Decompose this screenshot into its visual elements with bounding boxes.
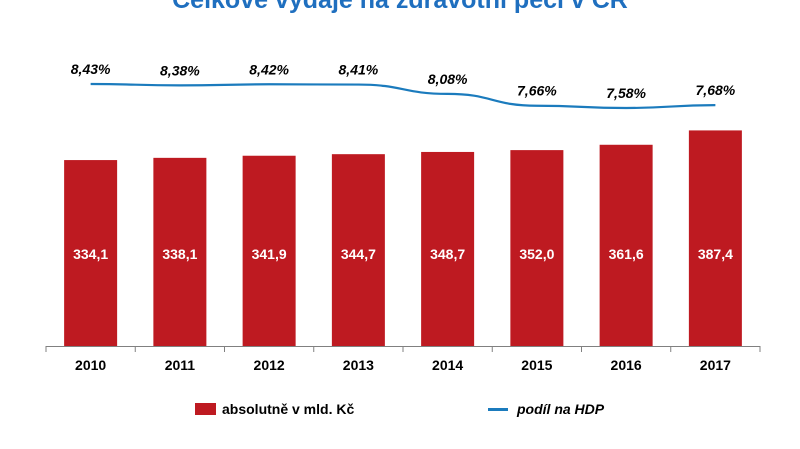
legend-item-bars: absolutně v mld. Kč	[195, 398, 354, 420]
bar-value-label-2010: 334,1	[73, 246, 108, 262]
bar-value-label-2014: 348,7	[430, 246, 465, 262]
bar-2017	[688, 130, 742, 346]
bar-2015	[510, 150, 564, 346]
bar-value-label-2012: 341,9	[252, 246, 287, 262]
x-tick-label-2014: 2014	[432, 357, 463, 373]
line-value-label-2014: 8,08%	[428, 71, 468, 87]
bar-value-label-2016: 361,6	[609, 246, 644, 262]
bar-2013	[331, 154, 385, 346]
line-value-label-2010: 8,43%	[71, 61, 111, 77]
x-tick-label-2017: 2017	[700, 357, 731, 373]
x-tick-label-2016: 2016	[611, 357, 642, 373]
line-value-label-2016: 7,58%	[606, 85, 646, 101]
bar-2010	[64, 160, 118, 346]
line-value-label-2015: 7,66%	[517, 83, 557, 99]
legend-swatch-line	[488, 407, 508, 411]
line-value-label-2017: 7,68%	[696, 82, 736, 98]
bar-value-label-2013: 344,7	[341, 246, 376, 262]
line-value-label-2012: 8,42%	[249, 61, 289, 77]
bar-value-label-2015: 352,0	[519, 246, 554, 262]
series-line-podil-na-hdp	[90, 82, 716, 110]
legend-label-line: podíl na HDP	[517, 401, 605, 417]
x-tick-label-2015: 2015	[521, 357, 552, 373]
bar-2012	[242, 155, 296, 346]
legend-swatch-bar	[195, 403, 216, 415]
x-tick-label-2011: 2011	[165, 357, 196, 373]
line-value-label-2011: 8,38%	[160, 62, 200, 78]
x-tick-label-2010: 2010	[75, 357, 106, 373]
chart-title: Celkové výdaje na zdravotní péči v ČR	[172, 0, 628, 14]
bar-2014	[421, 151, 475, 346]
bar-2016	[599, 144, 653, 346]
x-tick-label-2012: 2012	[254, 357, 285, 373]
legend-item-line: podíl na HDP	[488, 398, 604, 420]
bar-2011	[153, 157, 207, 346]
legend-label-bars: absolutně v mld. Kč	[222, 401, 355, 417]
line-value-label-2013: 8,41%	[339, 62, 379, 78]
x-tick-label-2013: 2013	[343, 357, 374, 373]
bar-value-label-2011: 338,1	[162, 246, 197, 262]
bar-value-label-2017: 387,4	[698, 246, 733, 262]
